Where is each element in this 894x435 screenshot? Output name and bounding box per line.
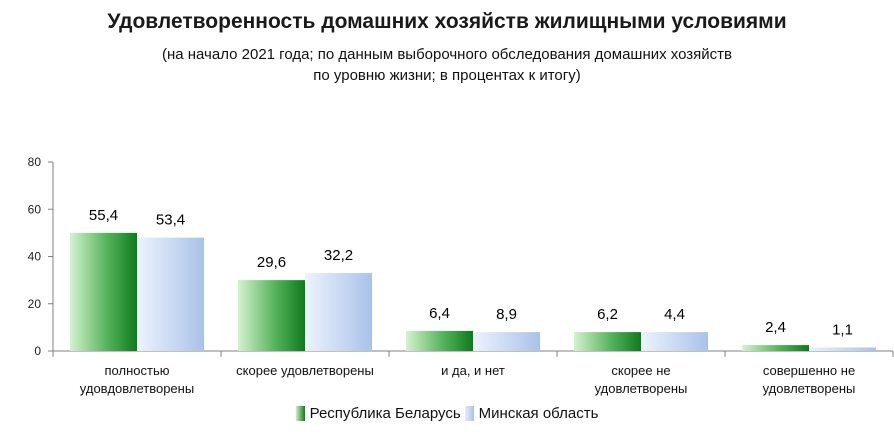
data-label: 6,4: [429, 305, 450, 322]
x-category-label: скорее не: [611, 363, 670, 378]
bar-belarus: [406, 330, 473, 351]
data-label: 8,9: [496, 306, 517, 323]
data-label: 32,2: [324, 247, 353, 264]
x-category-label: полностью: [105, 363, 170, 378]
x-category-label: и да, и нет: [441, 363, 505, 378]
data-label: 2,4: [765, 319, 786, 336]
x-category-label: совершенно не: [763, 363, 855, 378]
legend-swatch-blue: [464, 406, 474, 421]
bar-belarus: [238, 280, 305, 351]
data-label: 4,4: [664, 306, 685, 323]
bar-minsk-region: [473, 332, 540, 351]
y-tick-label: 20: [28, 297, 42, 311]
chart-title: Удовлетворенность домашних хозяйств жили…: [107, 10, 787, 33]
legend-label-series-2: Минская область: [478, 405, 599, 422]
chart-legend: Республика Беларусь Минская область: [0, 405, 894, 422]
data-label: 6,2: [597, 306, 618, 323]
bar-belarus: [742, 345, 809, 351]
legend-item-series-1: Республика Беларусь: [295, 405, 461, 422]
legend-item-series-2: Минская область: [464, 405, 599, 422]
bar-minsk-region: [809, 347, 876, 351]
bar-minsk-region: [305, 273, 372, 351]
chart-bars: [70, 232, 876, 351]
x-category-label: удовлетворены: [595, 381, 688, 396]
subtitle-line-2: по уровню жизни; в процентах к итогу): [313, 67, 581, 84]
subtitle-line-1: (на начало 2021 года; по данным выборочн…: [161, 46, 733, 63]
legend-label-series-1: Республика Беларусь: [309, 405, 461, 422]
y-tick-label: 0: [34, 344, 41, 358]
x-category-label: удовлетворены: [763, 381, 856, 396]
data-label: 53,4: [156, 212, 185, 229]
y-tick-label: 60: [28, 202, 42, 216]
chart-subtitle: (на начало 2021 года; по данным выборочн…: [0, 44, 894, 86]
bar-belarus: [574, 332, 641, 351]
data-label: 1,1: [832, 321, 853, 338]
y-tick-label: 80: [28, 155, 42, 169]
data-label: 29,6: [257, 254, 286, 271]
x-category-label: удовдовлетворены: [80, 381, 194, 396]
bar-minsk-region: [137, 237, 204, 351]
y-tick-label: 40: [28, 250, 42, 264]
legend-swatch-green: [295, 406, 305, 421]
data-label: 55,4: [89, 207, 118, 224]
chart-labels: 55,4 53,4 полностью удовдовлетворены 29,6 32,…: [80, 207, 856, 396]
x-category-label: скорее удовлетворены: [236, 363, 374, 378]
bar-minsk-region: [641, 332, 708, 351]
bar-belarus: [70, 232, 137, 351]
